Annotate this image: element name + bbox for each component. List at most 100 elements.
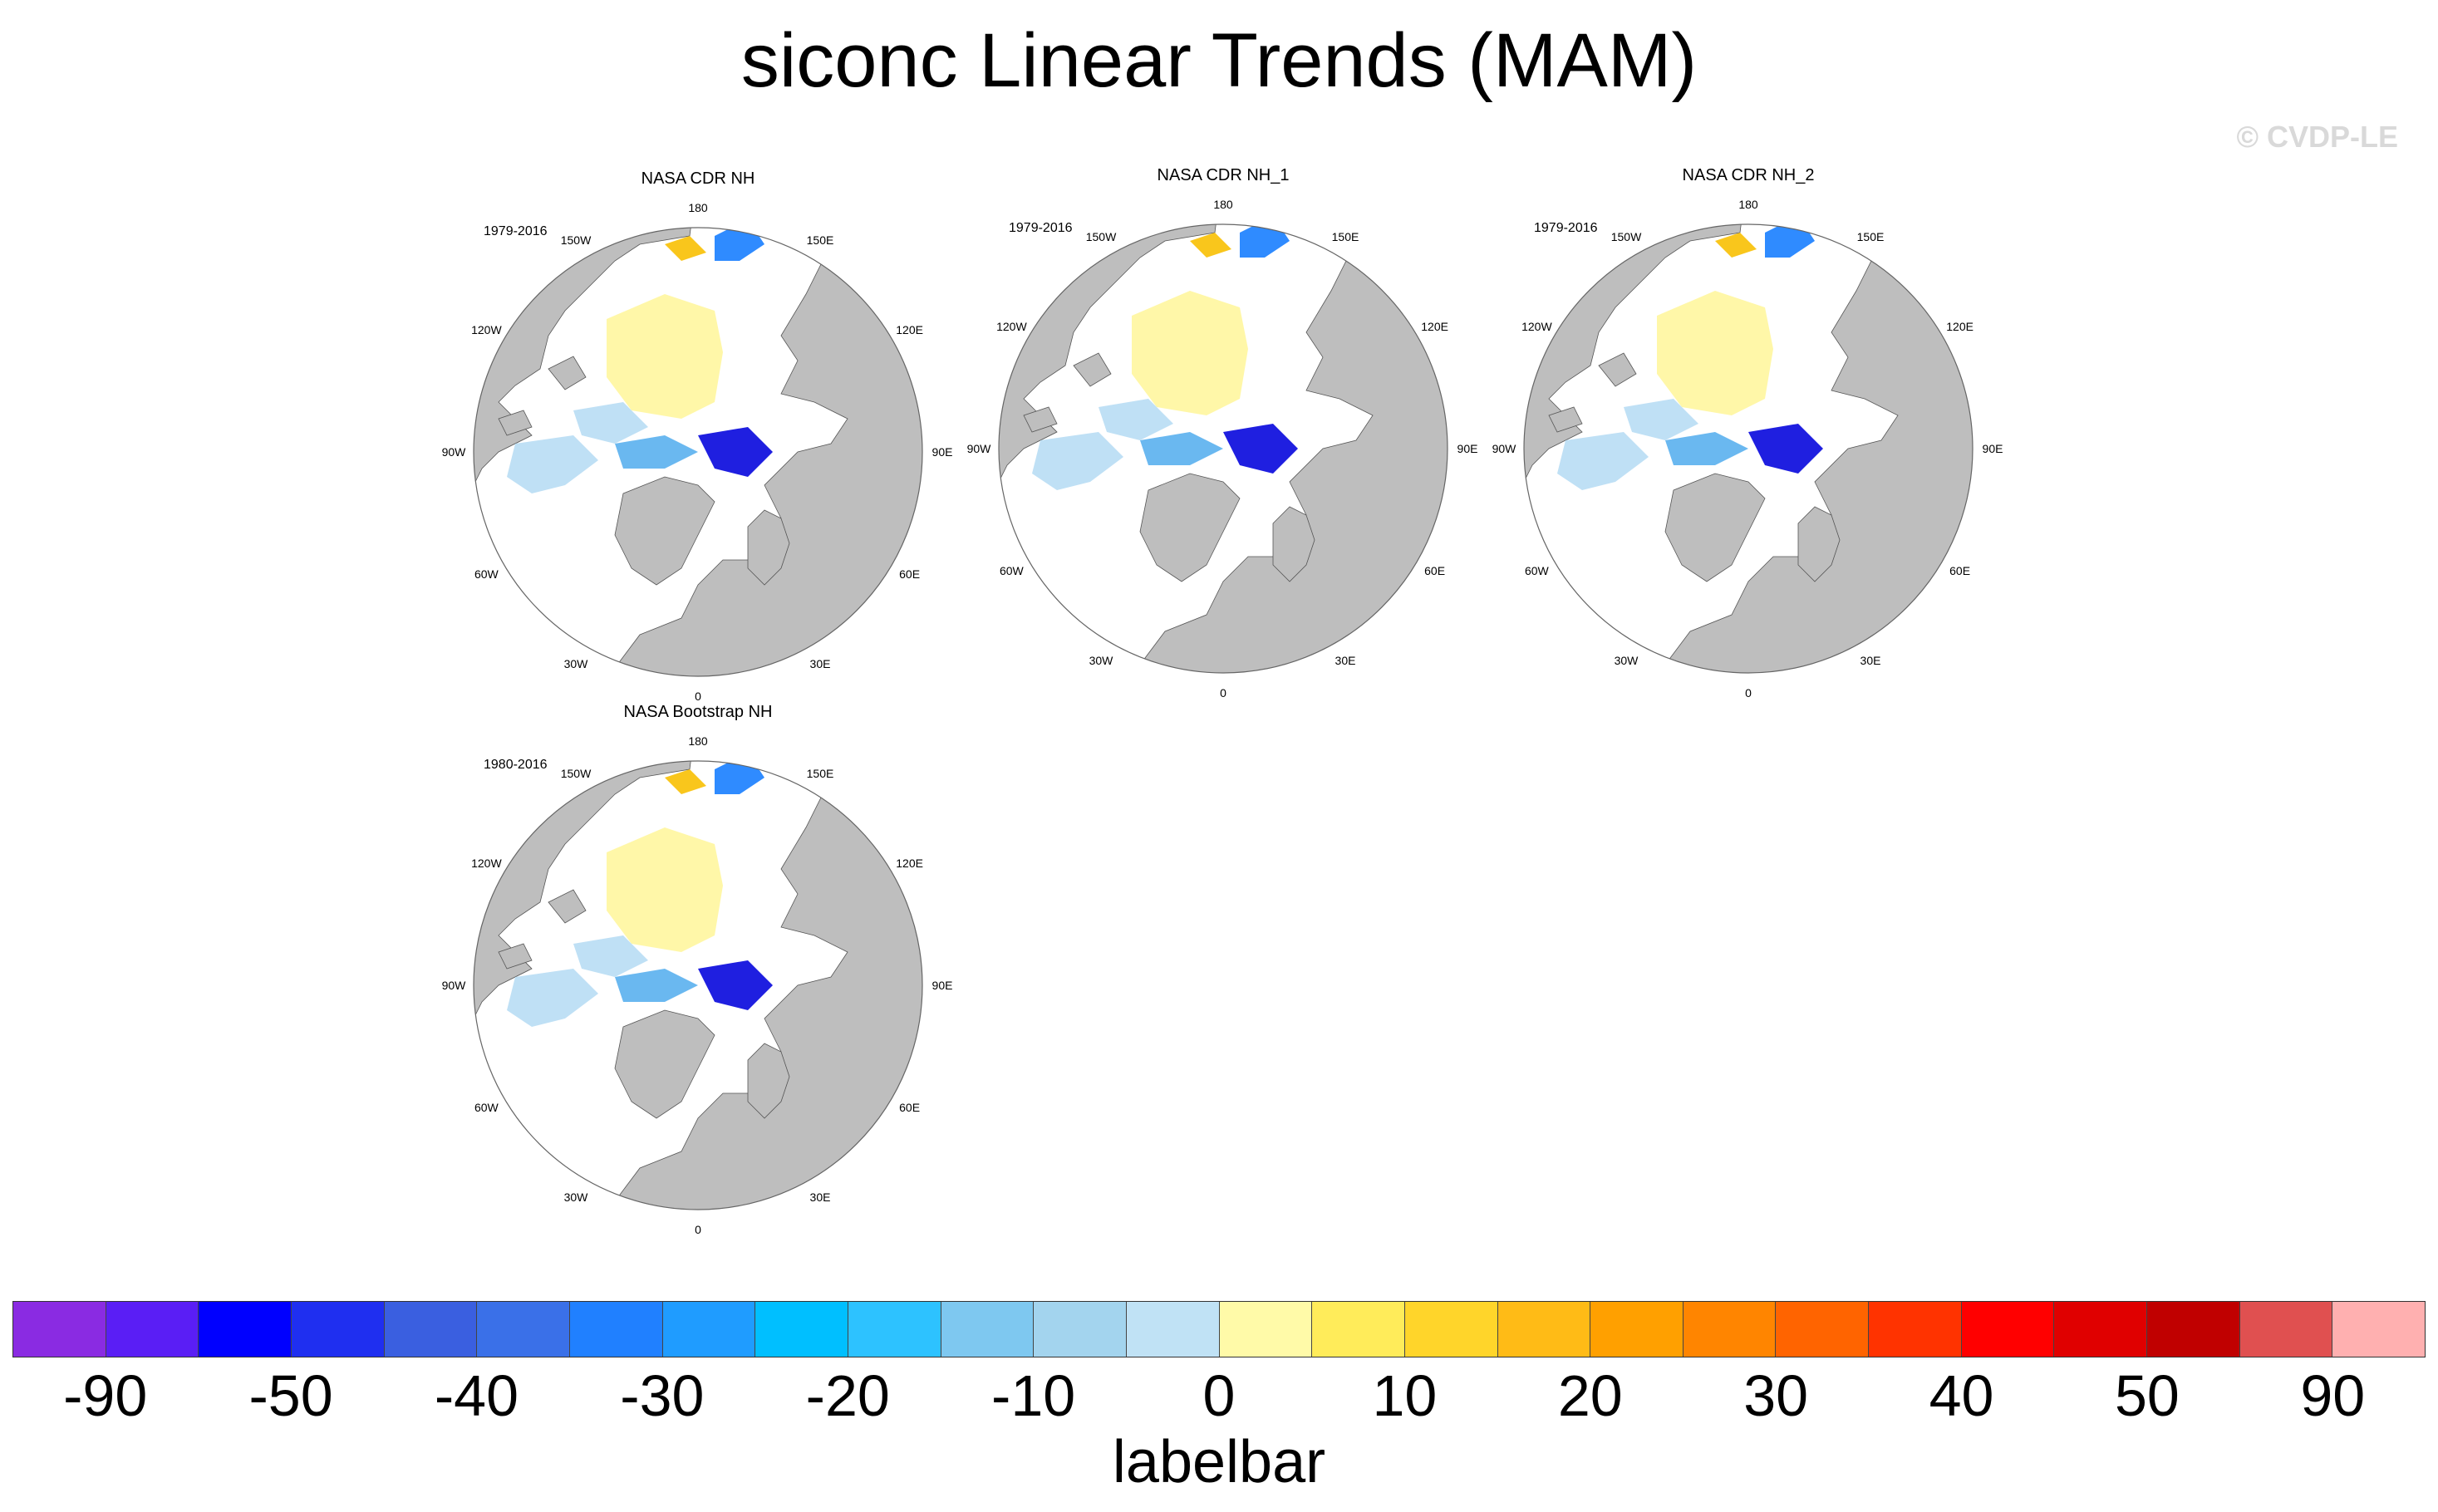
map-boundary xyxy=(473,760,923,1210)
labelbar-color-box xyxy=(1869,1302,1962,1357)
labelbar-tick-label: -30 xyxy=(620,1363,705,1428)
longitude-label: 30W xyxy=(1089,653,1113,667)
longitude-label: 60E xyxy=(1949,564,1971,577)
labelbar-color-box xyxy=(569,1302,663,1357)
labelbar xyxy=(12,1301,2426,1357)
sea-ice-trend-region xyxy=(1715,233,1757,258)
labelbar-color-box xyxy=(848,1302,941,1357)
longitude-label: 150W xyxy=(560,233,592,248)
credit-text: © CVDP-LE xyxy=(2236,120,2398,154)
longitude-label: 180 xyxy=(1738,198,1758,211)
labelbar-tick-label: 20 xyxy=(1557,1363,1623,1428)
figure-title: siconc Linear Trends (MAM) xyxy=(740,18,1698,103)
sea-ice-trend-region xyxy=(665,769,706,794)
land-mass xyxy=(747,1043,790,1119)
longitude-label: 0 xyxy=(695,690,701,703)
longitude-label: 60W xyxy=(1524,564,1549,577)
labelbar-color-box xyxy=(1776,1302,1870,1357)
longitude-label: 90W xyxy=(966,442,991,455)
panel-title: NASA CDR NH xyxy=(641,169,755,188)
sea-ice-trend-region xyxy=(1132,291,1248,415)
labelbar-color-box xyxy=(291,1302,385,1357)
sea-ice-trend-region xyxy=(1099,399,1173,440)
sea-ice-trend-region xyxy=(1624,399,1698,440)
longitude-label: 180 xyxy=(688,734,708,748)
panel-period: 1979-2016 xyxy=(1534,221,1598,235)
longitude-label: 30E xyxy=(809,656,831,670)
labelbar-color-box xyxy=(662,1302,756,1357)
longitude-label: 90E xyxy=(931,979,953,992)
map-panel: NASA CDR NH_1 1979-2016 180 150E 120E 90E 60E 3… xyxy=(967,166,1478,700)
labelbar-color-box xyxy=(1126,1302,1220,1357)
labelbar-tick-label: 10 xyxy=(1372,1363,1438,1428)
labelbar-tick-label: -40 xyxy=(434,1363,519,1428)
labelbar-color-box xyxy=(2239,1302,2333,1357)
labelbar-color-box xyxy=(941,1302,1035,1357)
longitude-label: 90E xyxy=(931,445,953,459)
sea-ice-trend-region xyxy=(1748,424,1823,474)
longitude-label: 30E xyxy=(1335,653,1356,667)
sea-ice-trend-region xyxy=(1657,291,1773,415)
land-mass xyxy=(614,476,715,586)
longitude-label: 150E xyxy=(806,233,834,248)
polar-map xyxy=(1523,223,1974,674)
labelbar-color-box xyxy=(1961,1302,2055,1357)
longitude-label: 60W xyxy=(999,564,1024,577)
labelbar-color-box xyxy=(477,1302,570,1357)
longitude-label: 120W xyxy=(996,320,1027,333)
land-mass xyxy=(498,943,533,970)
labelbar-color-box xyxy=(13,1302,106,1357)
labelbar-tick-label: 50 xyxy=(2114,1363,2180,1428)
land-mass xyxy=(498,410,533,436)
longitude-label: 30W xyxy=(563,1190,588,1204)
labelbar-color-box xyxy=(1683,1302,1777,1357)
land-mass xyxy=(1548,406,1583,433)
land-mass xyxy=(548,356,587,390)
sea-ice-trend-region xyxy=(573,402,648,444)
longitude-label: 120W xyxy=(471,857,502,870)
map-panel: NASA CDR NH 1979-2016 180 150E 120E 90E 60E 30E… xyxy=(442,169,953,703)
land-mass xyxy=(1023,406,1058,433)
land-mass xyxy=(614,1009,715,1119)
map-panel: NASA Bootstrap NH 1980-2016 180 150E 120E 90E… xyxy=(442,703,953,1236)
longitude-label: 30W xyxy=(1614,653,1639,667)
labelbar-color-box xyxy=(1312,1302,1405,1357)
longitude-label: 60W xyxy=(474,1101,499,1114)
sea-ice-trend-region xyxy=(1190,233,1231,258)
labelbar-tick-label: -20 xyxy=(805,1363,890,1428)
longitude-label: 120W xyxy=(1521,320,1552,333)
longitude-label: 90E xyxy=(1457,442,1478,455)
sea-ice-trend-region xyxy=(1223,424,1298,474)
longitude-label: 60E xyxy=(899,1101,921,1114)
panel-title: NASA CDR NH_1 xyxy=(1157,166,1290,184)
labelbar-tick-label: 90 xyxy=(2300,1363,2366,1428)
longitude-label: 120E xyxy=(1946,320,1974,333)
sea-ice-trend-region xyxy=(665,236,706,261)
longitude-label: 0 xyxy=(1220,686,1226,700)
longitude-label: 120E xyxy=(896,857,923,870)
land-mass xyxy=(1139,473,1241,582)
polar-map xyxy=(473,760,923,1210)
longitude-label: 90W xyxy=(441,979,466,992)
longitude-label: 150E xyxy=(1331,230,1359,244)
labelbar-tick-label: 0 xyxy=(1202,1363,1236,1428)
longitude-label: 30E xyxy=(809,1190,831,1204)
sea-ice-trend-region xyxy=(573,935,648,977)
panel-period: 1979-2016 xyxy=(1009,221,1073,235)
map-boundary xyxy=(1523,223,1974,674)
labelbar-tick-label: -90 xyxy=(63,1363,148,1428)
map-boundary xyxy=(998,223,1448,674)
land-mass xyxy=(1598,352,1637,387)
sea-ice-trend-region xyxy=(1665,432,1748,465)
panel-period: 1980-2016 xyxy=(484,758,548,772)
longitude-label: 120E xyxy=(896,323,923,336)
longitude-label: 0 xyxy=(695,1223,701,1236)
sea-ice-trend-region xyxy=(607,294,723,419)
polar-map xyxy=(473,227,923,677)
land-mass xyxy=(548,889,587,924)
sea-ice-trend-region xyxy=(607,827,723,952)
labelbar-color-box xyxy=(755,1302,848,1357)
panel-period: 1979-2016 xyxy=(484,224,548,238)
labelbar-tick-label: -50 xyxy=(248,1363,333,1428)
labelbar-color-box xyxy=(106,1302,199,1357)
